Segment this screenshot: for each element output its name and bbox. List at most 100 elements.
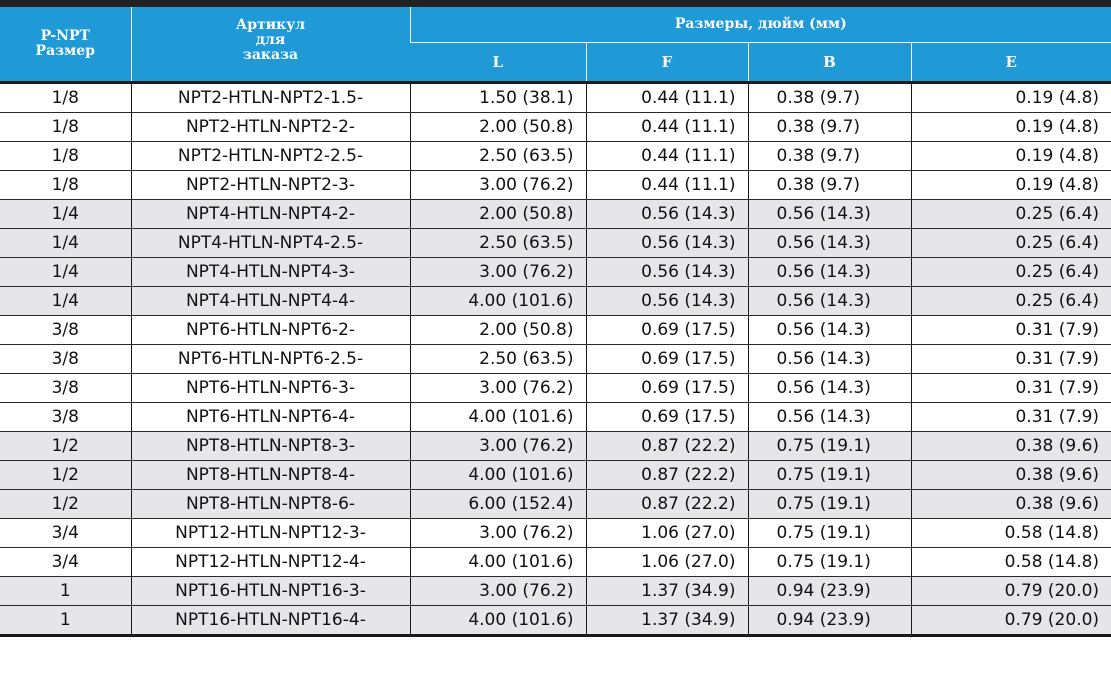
cell-e: 0.25 (6.4) [910, 199, 1111, 229]
cell-f: 0.69 (17.5) [585, 315, 748, 345]
cell-size: 1/4 [0, 228, 131, 258]
cell-b: 0.38 (9.7) [747, 170, 911, 200]
header-col-l: L [410, 42, 586, 83]
cell-l: 3.00 (76.2) [409, 373, 586, 403]
header-size-label: Размер [35, 43, 95, 59]
header-col-e: E [910, 42, 1111, 83]
cell-l: 2.50 (63.5) [409, 141, 586, 171]
cell-f: 1.06 (27.0) [585, 547, 748, 577]
cell-article: NPT4-HTLN-NPT4-2.5- [130, 228, 410, 258]
cell-l: 2.50 (63.5) [409, 228, 586, 258]
cell-size: 1 [0, 576, 131, 606]
cell-b: 0.75 (19.1) [747, 431, 911, 461]
cell-b: 0.56 (14.3) [747, 286, 911, 316]
cell-l: 2.00 (50.8) [409, 112, 586, 142]
table-row: 3/8 NPT6-HTLN-NPT6-4- 4.00 (101.6) 0.69 (17… [0, 402, 1111, 432]
cell-b: 0.56 (14.3) [747, 344, 911, 374]
cell-f: 0.69 (17.5) [585, 344, 748, 374]
header-col-b: B [747, 42, 911, 83]
table-row: 1/8 NPT2-HTLN-NPT2-2.5- 2.50 (63.5) 0.44 (1… [0, 141, 1111, 171]
cell-l: 2.50 (63.5) [409, 344, 586, 374]
cell-size: 1/4 [0, 286, 131, 316]
cell-f: 1.37 (34.9) [585, 576, 748, 606]
cell-article: NPT4-HTLN-NPT4-3- [130, 257, 410, 287]
cell-article: NPT16-HTLN-NPT16-3- [130, 576, 410, 606]
cell-article: NPT8-HTLN-NPT8-4- [130, 460, 410, 490]
cell-f: 0.44 (11.1) [585, 170, 748, 200]
cell-l: 2.00 (50.8) [409, 315, 586, 345]
cell-b: 0.75 (19.1) [747, 489, 911, 519]
cell-article: NPT2-HTLN-NPT2-1.5- [130, 81, 410, 113]
cell-b: 0.56 (14.3) [747, 315, 911, 345]
cell-e: 0.31 (7.9) [910, 315, 1111, 345]
header-article-line1: Артикул [235, 17, 306, 33]
cell-article: NPT6-HTLN-NPT6-2.5- [130, 344, 410, 374]
cell-b: 0.56 (14.3) [747, 373, 911, 403]
cell-size: 1/8 [0, 170, 131, 200]
table-row: 3/8 NPT6-HTLN-NPT6-3- 3.00 (76.2) 0.69 (17.… [0, 373, 1111, 403]
table-row: 1/4 NPT4-HTLN-NPT4-2.5- 2.50 (63.5) 0.56 (1… [0, 228, 1111, 258]
cell-f: 0.44 (11.1) [585, 141, 748, 171]
cell-size: 3/4 [0, 518, 131, 548]
cell-f: 0.69 (17.5) [585, 402, 748, 432]
table-row: 3/8 NPT6-HTLN-NPT6-2- 2.00 (50.8) 0.69 (17.… [0, 315, 1111, 345]
cell-f: 0.56 (14.3) [585, 228, 748, 258]
table-row: 1 NPT16-HTLN-NPT16-3- 3.00 (76.2) 1.37 (34.… [0, 576, 1111, 606]
header-article: Артикул для заказа [130, 7, 410, 83]
cell-e: 0.79 (20.0) [910, 605, 1111, 637]
cell-l: 1.50 (38.1) [409, 81, 586, 113]
cell-article: NPT4-HTLN-NPT4-4- [130, 286, 410, 316]
cell-size: 3/4 [0, 547, 131, 577]
table-row: 3/4 NPT12-HTLN-NPT12-3- 3.00 (76.2) 1.06 (2… [0, 518, 1111, 548]
cell-b: 0.75 (19.1) [747, 547, 911, 577]
table-row: 1/8 NPT2-HTLN-NPT2-1.5- 1.50 (38.1) 0.44 (1… [0, 81, 1111, 113]
cell-e: 0.38 (9.6) [910, 431, 1111, 461]
cell-l: 3.00 (76.2) [409, 576, 586, 606]
cell-e: 0.58 (14.8) [910, 547, 1111, 577]
cell-f: 0.44 (11.1) [585, 112, 748, 142]
header-article-line3: заказа [242, 47, 299, 63]
cell-article: NPT6-HTLN-NPT6-2- [130, 315, 410, 345]
cell-size: 1/8 [0, 81, 131, 113]
cell-f: 0.87 (22.2) [585, 431, 748, 461]
table-row: 1/2 NPT8-HTLN-NPT8-6- 6.00 (152.4) 0.87 (22… [0, 489, 1111, 519]
cell-article: NPT16-HTLN-NPT16-4- [130, 605, 410, 637]
header-p-npt-size: P-NPT Размер [0, 7, 131, 83]
cell-f: 1.06 (27.0) [585, 518, 748, 548]
cell-e: 0.25 (6.4) [910, 257, 1111, 287]
header-p-npt-label: P-NPT [40, 28, 90, 44]
cell-f: 0.56 (14.3) [585, 199, 748, 229]
table-header: P-NPT Размер Артикул для заказа Размеры,… [0, 7, 1111, 83]
cell-article: NPT2-HTLN-NPT2-3- [130, 170, 410, 200]
cell-e: 0.25 (6.4) [910, 228, 1111, 258]
cell-e: 0.38 (9.6) [910, 489, 1111, 519]
cell-e: 0.58 (14.8) [910, 518, 1111, 548]
cell-l: 3.00 (76.2) [409, 518, 586, 548]
cell-article: NPT12-HTLN-NPT12-3- [130, 518, 410, 548]
cell-e: 0.31 (7.9) [910, 402, 1111, 432]
cell-e: 0.25 (6.4) [910, 286, 1111, 316]
cell-b: 0.56 (14.3) [747, 257, 911, 287]
table-row: 1 NPT16-HTLN-NPT16-4- 4.00 (101.6) 1.37 (34… [0, 605, 1111, 637]
table-body: 1/8 NPT2-HTLN-NPT2-1.5- 1.50 (38.1) 0.44 (1… [0, 81, 1111, 637]
cell-f: 0.44 (11.1) [585, 81, 748, 113]
cell-size: 1/2 [0, 489, 131, 519]
cell-b: 0.94 (23.9) [747, 605, 911, 637]
cell-f: 0.56 (14.3) [585, 257, 748, 287]
cell-b: 0.75 (19.1) [747, 460, 911, 490]
table-row: 1/8 NPT2-HTLN-NPT2-3- 3.00 (76.2) 0.44 (11.… [0, 170, 1111, 200]
cell-l: 4.00 (101.6) [409, 286, 586, 316]
cell-article: NPT8-HTLN-NPT8-3- [130, 431, 410, 461]
table-row: 1/4 NPT4-HTLN-NPT4-2- 2.00 (50.8) 0.56 (14.… [0, 199, 1111, 229]
cell-f: 0.56 (14.3) [585, 286, 748, 316]
table-row: 1/8 NPT2-HTLN-NPT2-2- 2.00 (50.8) 0.44 (11.… [0, 112, 1111, 142]
cell-l: 4.00 (101.6) [409, 605, 586, 637]
cell-f: 0.87 (22.2) [585, 460, 748, 490]
cell-l: 3.00 (76.2) [409, 431, 586, 461]
cell-l: 3.00 (76.2) [409, 170, 586, 200]
cell-b: 0.56 (14.3) [747, 402, 911, 432]
cell-article: NPT8-HTLN-NPT8-6- [130, 489, 410, 519]
cell-e: 0.79 (20.0) [910, 576, 1111, 606]
cell-size: 1/4 [0, 199, 131, 229]
